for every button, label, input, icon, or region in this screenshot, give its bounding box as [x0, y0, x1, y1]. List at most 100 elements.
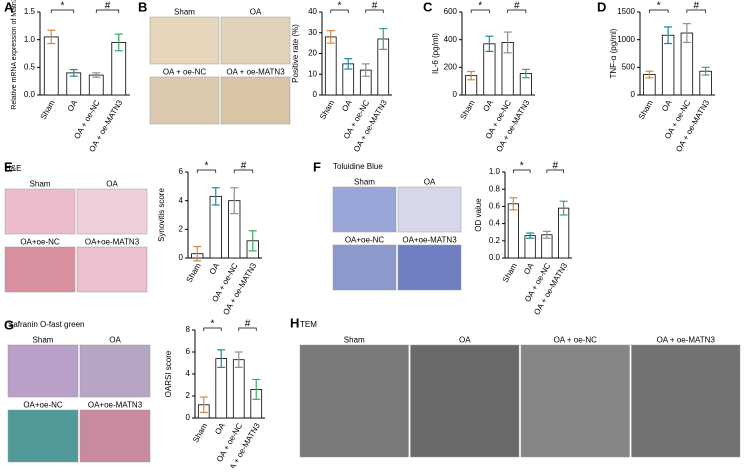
y-tick-label: 8 — [186, 325, 191, 334]
panel-letter: G — [4, 317, 14, 332]
significance-bracket — [513, 169, 531, 173]
significance-label: # — [552, 161, 558, 172]
panel-letter: H — [290, 315, 299, 330]
y-axis-label: IL-6 (pg/ml) — [431, 33, 440, 74]
bar — [88, 74, 104, 96]
image-label: OA + oe-NC — [554, 336, 598, 345]
y-tick-label: 500 — [622, 62, 636, 71]
y-tick-label: 600 — [444, 7, 458, 16]
error-bar — [114, 33, 123, 52]
y-tick-label: 400 — [444, 35, 458, 44]
significance-bracket — [546, 169, 564, 173]
image-label: Sham — [33, 336, 54, 345]
image-label: OA+oe-NC — [20, 238, 60, 247]
error-bar — [211, 187, 220, 206]
bar — [209, 195, 222, 259]
significance-bracket — [470, 9, 490, 13]
error-bar — [509, 197, 518, 211]
significance-bracket — [507, 9, 527, 13]
image-label: OA — [250, 8, 262, 17]
y-axis-label: OARSI score — [164, 350, 173, 397]
error-bar — [379, 28, 388, 50]
error-bar — [248, 230, 257, 252]
x-tick-label: Sham — [458, 98, 476, 121]
significance-label: # — [241, 161, 247, 172]
y-axis-label: OD value — [474, 198, 483, 232]
panel-letter: B — [138, 0, 147, 14]
error-bar — [521, 68, 530, 79]
y-tick-label: 0.6 — [489, 202, 501, 211]
micrograph — [397, 186, 462, 233]
micrograph — [299, 344, 409, 458]
y-axis-label: Positive rate (%) — [291, 24, 300, 83]
micrograph — [220, 76, 291, 125]
x-tick-label: Sham — [191, 421, 209, 444]
significance-bracket — [365, 9, 384, 13]
panel-letter: A — [4, 0, 14, 14]
micrograph — [76, 188, 148, 235]
significance-bracket — [330, 9, 349, 13]
y-tick-label: 0.0 — [24, 90, 36, 99]
image-label: OA + oe-MATN3 — [226, 68, 285, 77]
significance-bracket — [95, 9, 120, 13]
image-label: Sham — [354, 178, 375, 187]
significance-bracket — [238, 327, 257, 331]
significance-bracket — [686, 9, 706, 13]
significance-label: * — [520, 161, 524, 172]
image-title: H&E — [5, 164, 21, 173]
significance-label: # — [514, 1, 520, 12]
y-tick-label: 10 — [308, 69, 317, 78]
error-bar — [701, 66, 710, 76]
image-label: OA — [109, 336, 121, 345]
error-bar — [503, 31, 512, 54]
panel-letter: C — [423, 0, 433, 14]
y-tick-label: 4 — [179, 196, 184, 205]
error-bar — [526, 232, 535, 239]
significance-label: # — [372, 1, 378, 12]
y-tick-label: 6 — [186, 347, 191, 356]
x-tick-label: OA — [522, 261, 536, 276]
y-tick-label: 0 — [179, 253, 184, 262]
error-bar — [485, 35, 494, 53]
error-bar — [47, 29, 56, 45]
significance-label: * — [338, 1, 342, 12]
significance-label: * — [205, 161, 209, 172]
y-tick-label: 0.0 — [489, 253, 501, 262]
bar — [661, 34, 675, 96]
micrograph — [4, 246, 76, 293]
y-tick-label: 30 — [308, 28, 317, 37]
micrograph — [7, 409, 79, 463]
x-tick-label: Sham — [637, 98, 655, 121]
error-bar — [682, 23, 691, 44]
image-label: OA — [459, 336, 471, 345]
micrograph — [631, 344, 741, 458]
significance-label: * — [657, 1, 661, 12]
image-title: TEM — [300, 320, 317, 329]
image-label: OA — [106, 180, 118, 189]
x-tick-label: Sham — [185, 261, 203, 284]
significance-label: * — [478, 1, 482, 12]
error-bar — [193, 245, 202, 262]
y-tick-label: 0 — [453, 90, 458, 99]
image-label: Sham — [344, 336, 365, 345]
x-tick-label: OA — [340, 98, 354, 113]
y-tick-label: 2 — [186, 391, 191, 400]
panel-letter: D — [597, 0, 606, 14]
y-axis-label: Synovitis score — [157, 188, 166, 242]
x-tick-label: Sham — [501, 261, 519, 284]
micrograph — [397, 244, 462, 291]
image-label: OA + oe-NC — [163, 68, 207, 77]
significance-bracket — [233, 169, 254, 173]
micrograph — [520, 344, 630, 458]
image-label: OA+oe-MATN3 — [85, 238, 140, 247]
error-bar — [230, 187, 239, 215]
y-tick-label: 200 — [444, 62, 458, 71]
significance-label: # — [693, 1, 699, 12]
panel-letter: E — [4, 159, 13, 174]
y-tick-label: 1.5 — [24, 7, 36, 16]
bar — [324, 36, 337, 96]
error-bar — [542, 230, 551, 239]
bar — [524, 235, 536, 259]
significance-bracket — [196, 169, 217, 173]
